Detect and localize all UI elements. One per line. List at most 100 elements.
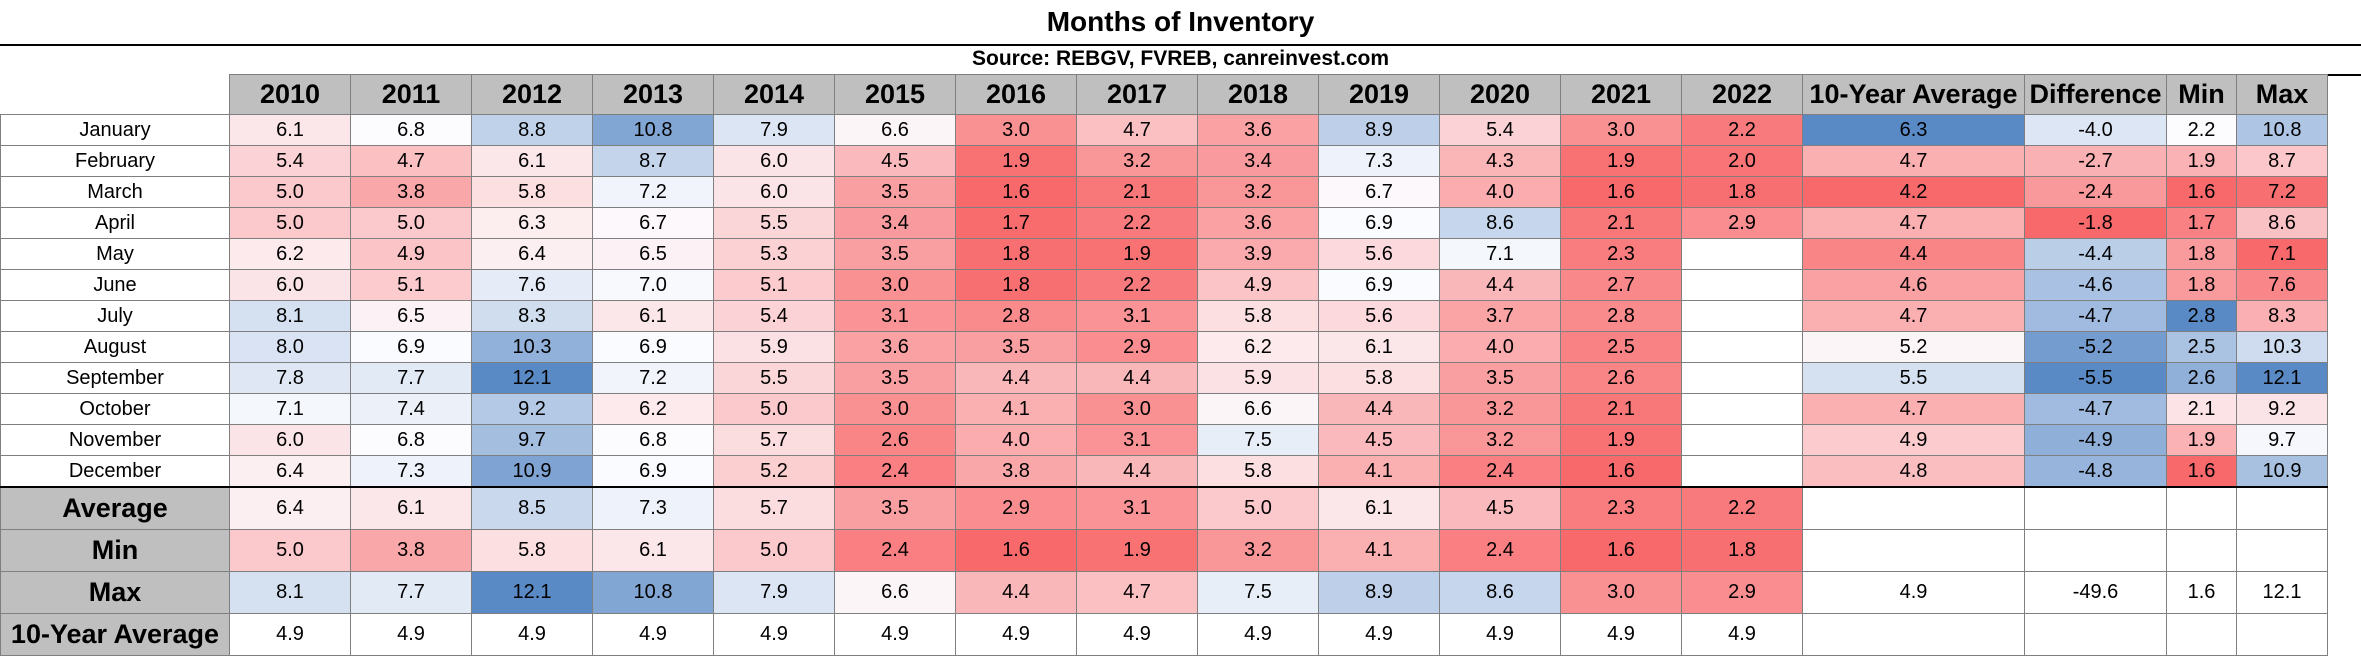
table-cell: 2.9	[1681, 207, 1803, 239]
table-cell: 3.5	[834, 176, 956, 208]
table-cell: 3.1	[834, 300, 956, 332]
table-cell	[1802, 529, 2025, 572]
table-cell: 4.1	[1318, 529, 1440, 572]
table-cell: 7.2	[2236, 176, 2328, 208]
table-cell	[1802, 613, 2025, 656]
table-cell: 12.1	[2236, 571, 2328, 614]
table-cell: 2.9	[955, 486, 1077, 530]
table-cell	[1681, 331, 1803, 363]
table-cell: 8.9	[1318, 114, 1440, 146]
table-cell: 2.5	[2166, 331, 2237, 363]
table-cell: 4.8	[1802, 455, 2025, 488]
table-cell: 2.3	[1560, 238, 1682, 270]
table-cell: 1.8	[2166, 269, 2237, 301]
table-cell: 2.7	[1560, 269, 1682, 301]
table-cell: 10.9	[2236, 455, 2328, 488]
table-cell: 1.8	[1681, 529, 1803, 572]
table-cell: 10.8	[592, 571, 714, 614]
table-cell: 4.4	[1318, 393, 1440, 425]
table-cell: 7.7	[350, 362, 472, 394]
table-cell: 7.1	[1439, 238, 1561, 270]
table-cell: 7.5	[1197, 424, 1319, 456]
column-header: 10-Year Average	[1802, 74, 2025, 115]
table-cell	[2236, 486, 2328, 530]
table-cell: 2.1	[1560, 393, 1682, 425]
table-cell: -4.7	[2024, 300, 2167, 332]
header-corner	[0, 74, 230, 115]
table-cell: 4.4	[1439, 269, 1561, 301]
table-cell: 6.5	[350, 300, 472, 332]
table-cell: 1.9	[955, 145, 1077, 177]
table-cell: 5.1	[713, 269, 835, 301]
table-cell	[1681, 269, 1803, 301]
table-cell: 12.1	[2236, 362, 2328, 394]
table-cell: 4.9	[1076, 613, 1198, 656]
table-cell	[2024, 529, 2167, 572]
column-header: 2015	[834, 74, 956, 115]
table-cell: 8.1	[229, 300, 351, 332]
table-cell: 1.7	[2166, 207, 2237, 239]
table-cell: 4.0	[1439, 331, 1561, 363]
table-cell: 12.1	[471, 571, 593, 614]
table-cell: 2.1	[1076, 176, 1198, 208]
table-cell	[1681, 393, 1803, 425]
table-cell: 2.4	[1439, 529, 1561, 572]
table-cell: 6.1	[1318, 486, 1440, 530]
table-cell: 4.2	[1802, 176, 2025, 208]
table-cell: 4.9	[1560, 613, 1682, 656]
table-cell: 7.0	[592, 269, 714, 301]
table-cell: 4.9	[713, 613, 835, 656]
table-cell: 3.7	[1439, 300, 1561, 332]
table-cell: 8.0	[229, 331, 351, 363]
table-cell: 7.3	[1318, 145, 1440, 177]
table-cell: 4.4	[1076, 362, 1198, 394]
table-cell: 5.5	[1802, 362, 2025, 394]
column-header: 2014	[713, 74, 835, 115]
table-cell: 5.5	[713, 362, 835, 394]
table-cell	[1681, 300, 1803, 332]
table-cell: 2.9	[1076, 331, 1198, 363]
table-cell: 4.9	[1802, 424, 2025, 456]
table-cell: 1.9	[1560, 424, 1682, 456]
table-cell: 1.6	[2166, 455, 2237, 488]
table-cell: 5.0	[229, 176, 351, 208]
table-cell: 6.2	[1197, 331, 1319, 363]
table-cell: 1.9	[1076, 529, 1198, 572]
table-cell: 3.1	[1076, 486, 1198, 530]
column-header: 2021	[1560, 74, 1682, 115]
table-cell: 6.6	[1197, 393, 1319, 425]
table-cell: 1.6	[1560, 529, 1682, 572]
table-cell: -4.0	[2024, 114, 2167, 146]
table-cell: 4.0	[955, 424, 1077, 456]
table-cell: 2.4	[834, 455, 956, 488]
table-cell: 2.2	[1681, 486, 1803, 530]
summary-row: Max 8.1 7.7 12.1 10.8 7.9 6.6 4.4 4.7 7.5 8.9 8.6 3.…	[0, 571, 2328, 614]
table-cell: 1.9	[2166, 424, 2237, 456]
table-cell: 5.9	[713, 331, 835, 363]
table-cell: 4.9	[1439, 613, 1561, 656]
table-cell: 3.2	[1439, 393, 1561, 425]
row-label: October	[0, 393, 230, 425]
table-cell	[2236, 613, 2328, 656]
table-cell	[2166, 529, 2237, 572]
row-label: December	[0, 455, 230, 488]
table-cell: 1.6	[1560, 176, 1682, 208]
table-cell	[2166, 613, 2237, 656]
table-cell: 12.1	[471, 362, 593, 394]
table-cell: 1.9	[2166, 145, 2237, 177]
table-cell: 5.8	[1197, 455, 1319, 488]
table-cell: 8.3	[471, 300, 593, 332]
table-cell: 8.9	[1318, 571, 1440, 614]
table-cell: 6.9	[1318, 269, 1440, 301]
table-cell: 3.6	[834, 331, 956, 363]
summary-label: Min	[0, 529, 230, 572]
table-cell	[1681, 238, 1803, 270]
table-cell: 9.7	[471, 424, 593, 456]
summary-row: 10-Year Average 4.9 4.9 4.9 4.9 4.9 4.9 4.9 4.9 4…	[0, 613, 2328, 656]
table-cell: 3.2	[1197, 176, 1319, 208]
table-cell: 3.0	[955, 114, 1077, 146]
table-cell: 4.7	[350, 145, 472, 177]
table-cell: 2.9	[1681, 571, 1803, 614]
table-cell: -49.6	[2024, 571, 2167, 614]
table-cell: 10.3	[471, 331, 593, 363]
